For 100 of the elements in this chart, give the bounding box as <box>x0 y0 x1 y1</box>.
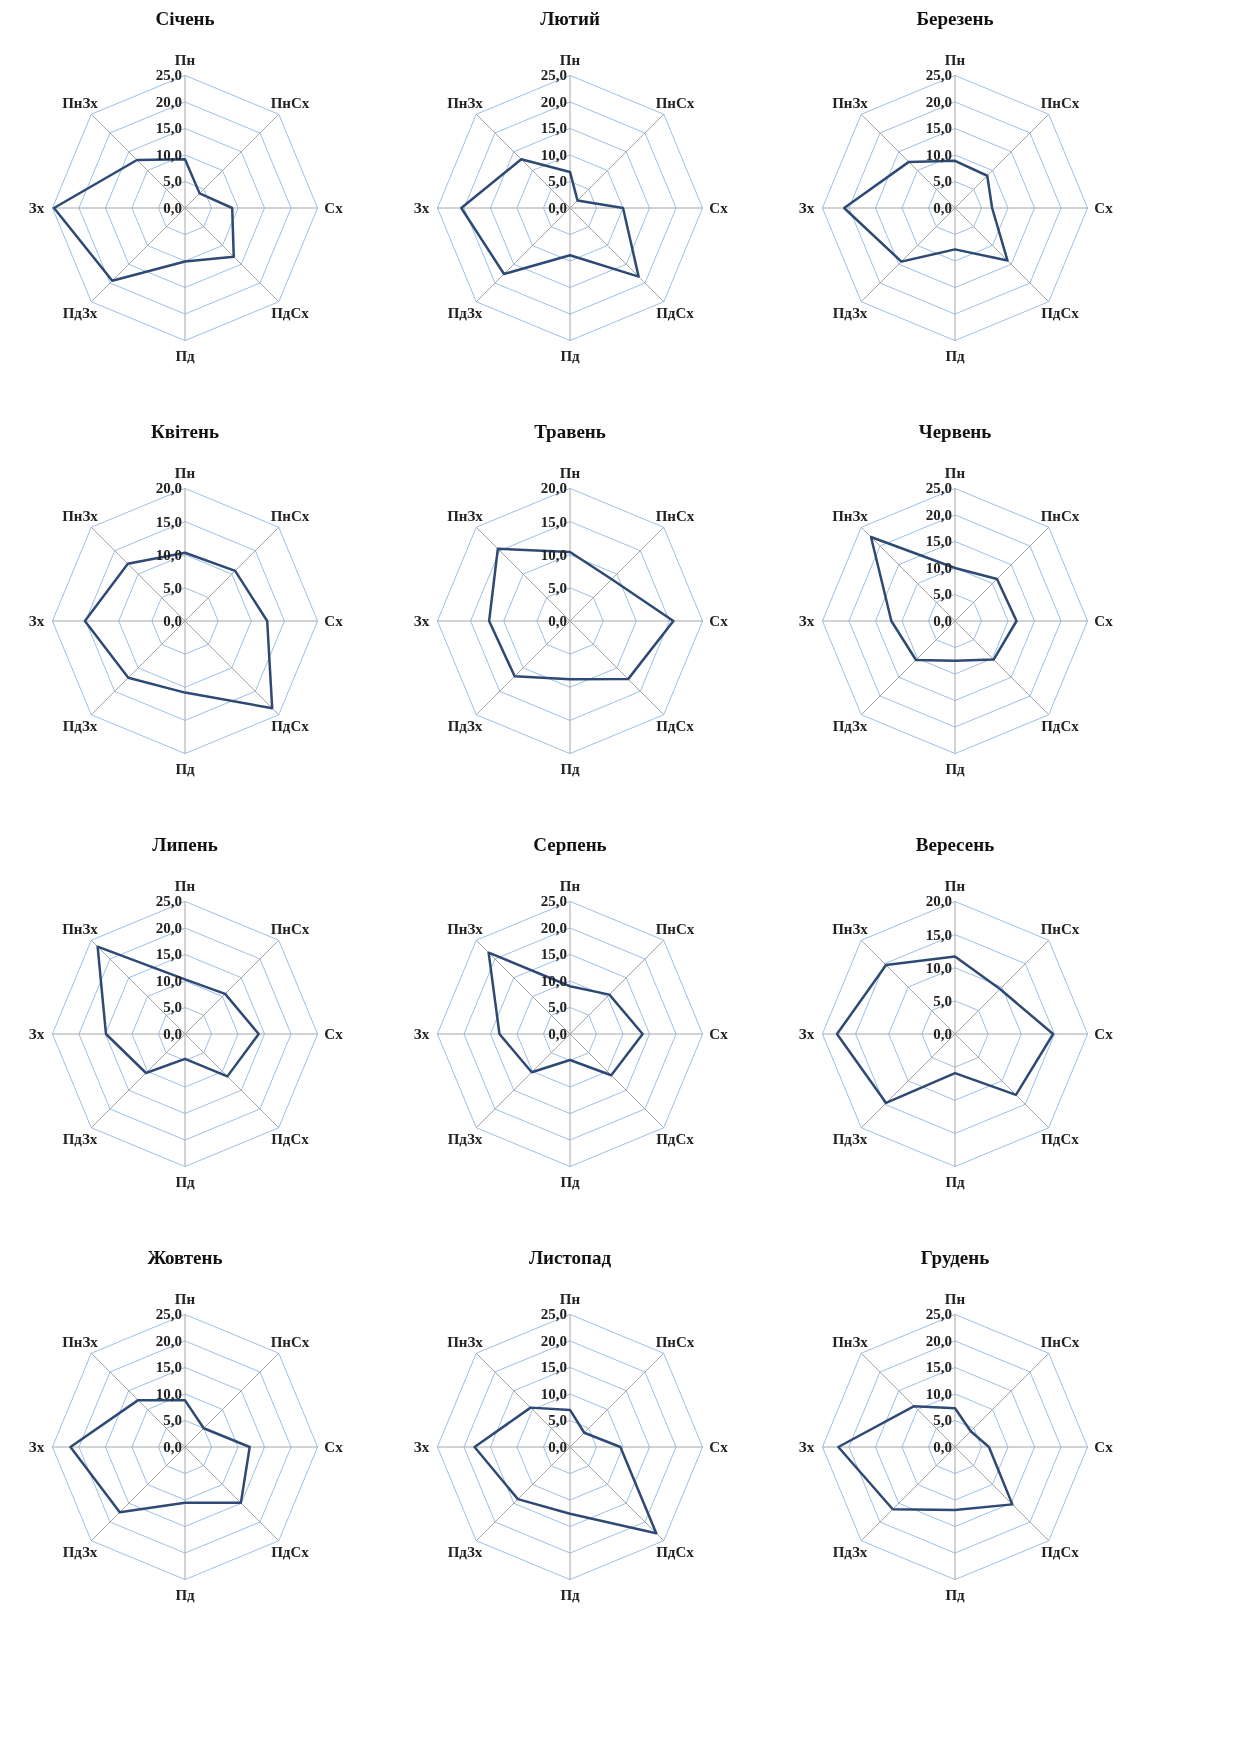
y-tick-label: 15,0 <box>540 1359 567 1376</box>
spoke-label: Сх <box>1094 613 1114 629</box>
spoke-label: ПдЗх <box>832 717 868 734</box>
spoke-label: Зх <box>798 200 815 216</box>
y-tick-label: 0,0 <box>548 1439 567 1455</box>
spoke-label: ПдЗх <box>447 1543 483 1560</box>
chart-title: Квітень <box>150 421 220 442</box>
y-tick-label: 5,0 <box>548 579 567 596</box>
spoke-label: ПнЗх <box>62 95 99 112</box>
spoke-label: Пн <box>174 464 196 481</box>
spoke-label: Пд <box>945 1174 966 1191</box>
chart-title: Травень <box>534 421 606 442</box>
spoke-label: ПдСх <box>271 717 310 734</box>
spoke-label: Сх <box>1094 1026 1114 1042</box>
y-tick-label: 20,0 <box>925 93 952 110</box>
spoke-label: Зх <box>413 200 430 216</box>
y-tick-label: 5,0 <box>933 173 952 190</box>
y-tick-label: 5,0 <box>933 586 952 603</box>
y-tick-label: 5,0 <box>548 999 567 1016</box>
spoke-label: ПнЗх <box>832 508 869 525</box>
spoke-label: ПнЗх <box>447 1334 484 1351</box>
spoke-label: Пн <box>559 464 581 481</box>
y-tick-label: 0,0 <box>933 1026 952 1042</box>
spoke-label: Пд <box>560 1587 581 1604</box>
spoke-label: Зх <box>798 1439 815 1455</box>
spoke-label: Зх <box>413 1026 430 1042</box>
spoke-label: Сх <box>1094 200 1114 216</box>
y-tick-label: 0,0 <box>163 1026 182 1042</box>
spoke-label: ПнСх <box>655 508 695 525</box>
y-tick-label: 5,0 <box>163 999 182 1016</box>
spoke-label: Пд <box>560 348 581 365</box>
spoke-label: Пн <box>944 877 966 894</box>
y-tick-label: 0,0 <box>163 613 182 629</box>
y-tick-label: 5,0 <box>163 173 182 190</box>
y-tick-label: 20,0 <box>540 93 567 110</box>
spoke-label: ПдСх <box>271 304 310 321</box>
spoke-label: ПдСх <box>1041 1130 1080 1147</box>
spoke-label: Пд <box>175 348 196 365</box>
y-tick-label: 10,0 <box>925 146 952 163</box>
spoke-label: Сх <box>324 613 344 629</box>
chart-title: Листопад <box>528 1247 612 1268</box>
y-tick-label: 15,0 <box>925 120 952 137</box>
spoke-label: Зх <box>28 1439 45 1455</box>
spoke-label: ПдСх <box>656 1130 695 1147</box>
spoke-label: ПдСх <box>1041 304 1080 321</box>
y-tick-label: 20,0 <box>155 1332 182 1349</box>
spoke-label: Пн <box>944 1290 966 1307</box>
spoke-label: Пн <box>559 51 581 68</box>
spoke-label: Пд <box>945 761 966 778</box>
spoke-label: Пн <box>174 1290 196 1307</box>
spoke-label: Пд <box>175 1174 196 1191</box>
y-tick-label: 25,0 <box>155 1306 182 1323</box>
y-tick-label: 15,0 <box>155 513 182 530</box>
y-tick-label: 0,0 <box>163 1439 182 1455</box>
spoke-label: ПдСх <box>271 1130 310 1147</box>
y-tick-label: 25,0 <box>925 1306 952 1323</box>
spoke-label: ПнСх <box>270 508 310 525</box>
spoke-label: ПдСх <box>656 304 695 321</box>
y-tick-label: 0,0 <box>548 1026 567 1042</box>
y-tick-label: 5,0 <box>163 1412 182 1429</box>
y-tick-label: 15,0 <box>540 120 567 137</box>
spoke-label: ПдЗх <box>62 717 98 734</box>
spoke-label: Пн <box>944 51 966 68</box>
spoke-label: ПнЗх <box>832 95 869 112</box>
spoke-label: ПнЗх <box>447 921 484 938</box>
y-tick-label: 0,0 <box>163 200 182 216</box>
y-tick-label: 15,0 <box>155 946 182 963</box>
chart-title: Лютий <box>540 8 600 29</box>
spoke-label: ПдСх <box>271 1543 310 1560</box>
chart-title: Жовтень <box>147 1247 223 1268</box>
spoke-label: ПдСх <box>1041 717 1080 734</box>
spoke-label: ПдЗх <box>62 1543 98 1560</box>
y-tick-label: 15,0 <box>925 926 952 943</box>
y-tick-label: 5,0 <box>548 173 567 190</box>
spoke-label: ПнЗх <box>447 508 484 525</box>
y-tick-label: 10,0 <box>925 559 952 576</box>
y-tick-label: 0,0 <box>548 613 567 629</box>
spoke-label: Сх <box>324 1439 344 1455</box>
spoke-label: Пд <box>175 761 196 778</box>
spoke-label: Зх <box>798 613 815 629</box>
y-tick-label: 20,0 <box>155 480 182 497</box>
spoke-label: Пд <box>945 348 966 365</box>
y-tick-label: 25,0 <box>540 893 567 910</box>
spoke-label: ПдСх <box>656 717 695 734</box>
y-tick-label: 15,0 <box>925 533 952 550</box>
y-tick-label: 0,0 <box>548 200 567 216</box>
y-tick-label: 15,0 <box>925 1359 952 1376</box>
y-tick-label: 10,0 <box>155 1385 182 1402</box>
y-tick-label: 0,0 <box>933 1439 952 1455</box>
spoke-label: Сх <box>709 1026 729 1042</box>
chart-title: Серпень <box>533 834 607 855</box>
y-tick-label: 25,0 <box>925 67 952 84</box>
y-tick-label: 10,0 <box>540 1385 567 1402</box>
spoke-label: ПнЗх <box>62 1334 99 1351</box>
spoke-label: Пн <box>559 1290 581 1307</box>
y-tick-label: 5,0 <box>548 1412 567 1429</box>
spoke-label: ПнСх <box>270 921 310 938</box>
y-tick-label: 10,0 <box>925 1385 952 1402</box>
spoke-label: ПнСх <box>655 95 695 112</box>
spoke-label: Пд <box>175 1587 196 1604</box>
